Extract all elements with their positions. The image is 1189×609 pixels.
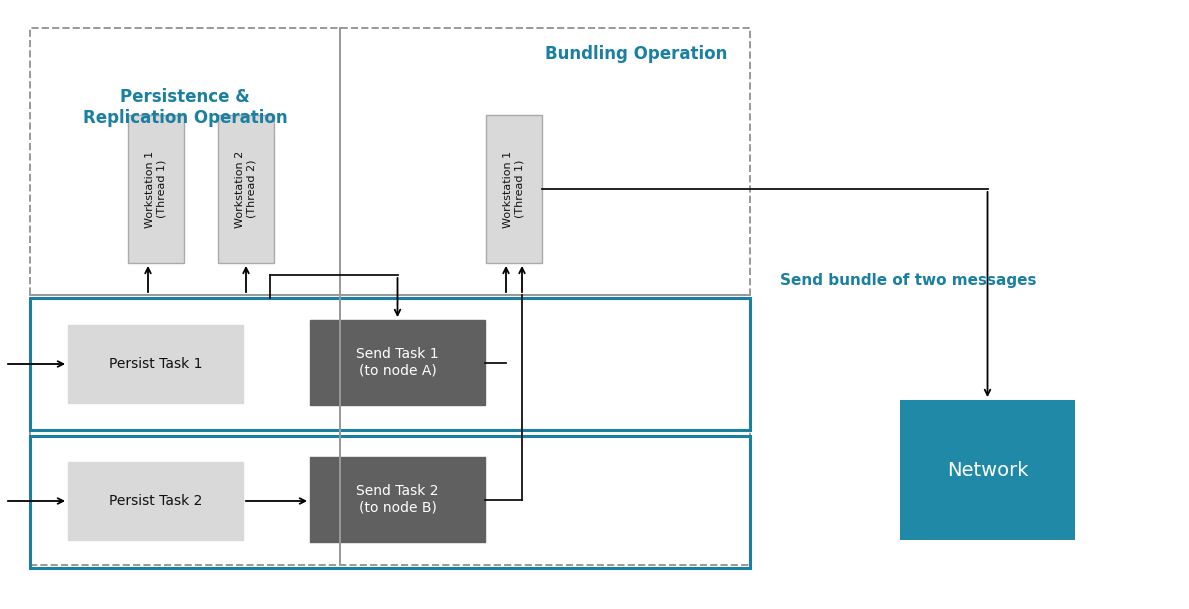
Bar — [128, 115, 184, 263]
Bar — [486, 115, 542, 263]
Text: Bundling Operation: Bundling Operation — [545, 45, 728, 63]
Bar — [68, 325, 243, 403]
Text: Persist Task 1: Persist Task 1 — [108, 357, 202, 371]
Text: Workstation 1
(Thread 1): Workstation 1 (Thread 1) — [145, 150, 166, 228]
Bar — [68, 462, 243, 540]
Text: Send Task 2
(to node B): Send Task 2 (to node B) — [357, 484, 439, 515]
Text: Workstation 1
(Thread 1): Workstation 1 (Thread 1) — [503, 150, 524, 228]
Text: Network: Network — [946, 460, 1028, 479]
Text: Send bundle of two messages: Send bundle of two messages — [780, 272, 1037, 287]
Bar — [900, 400, 1075, 540]
Bar — [218, 115, 273, 263]
Text: Workstation 2
(Thread 2): Workstation 2 (Thread 2) — [235, 150, 257, 228]
Bar — [30, 28, 750, 565]
Text: Send Task 1
(to node A): Send Task 1 (to node A) — [357, 347, 439, 378]
Text: Persist Task 2: Persist Task 2 — [109, 494, 202, 508]
Bar — [30, 436, 750, 568]
Bar — [30, 298, 750, 430]
Bar — [310, 457, 485, 542]
Text: Persistence &
Replication Operation: Persistence & Replication Operation — [83, 88, 288, 127]
Bar — [310, 320, 485, 405]
